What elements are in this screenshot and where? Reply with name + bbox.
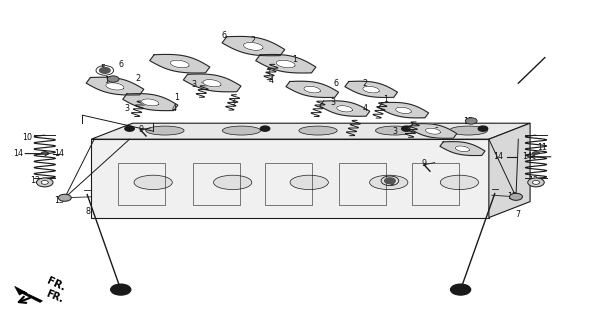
Text: 14: 14 xyxy=(522,152,532,161)
Polygon shape xyxy=(91,139,489,218)
Ellipse shape xyxy=(441,175,478,189)
Circle shape xyxy=(58,194,71,201)
Text: 11: 11 xyxy=(537,143,547,152)
Text: 6: 6 xyxy=(333,79,338,88)
Text: 9: 9 xyxy=(139,125,144,134)
Polygon shape xyxy=(396,107,411,114)
Text: 3: 3 xyxy=(192,80,197,89)
Polygon shape xyxy=(123,94,178,111)
Text: 1: 1 xyxy=(292,55,297,64)
Polygon shape xyxy=(320,101,370,116)
Text: 4: 4 xyxy=(269,76,273,84)
Circle shape xyxy=(260,126,270,131)
Polygon shape xyxy=(222,36,284,56)
Ellipse shape xyxy=(146,126,184,135)
Ellipse shape xyxy=(532,152,540,154)
Text: 2: 2 xyxy=(251,36,256,44)
Text: FR.: FR. xyxy=(45,276,67,293)
Circle shape xyxy=(107,76,119,82)
Polygon shape xyxy=(150,54,210,73)
Text: 4: 4 xyxy=(171,104,176,113)
Polygon shape xyxy=(489,123,530,218)
Polygon shape xyxy=(276,60,295,68)
Circle shape xyxy=(125,126,134,131)
Circle shape xyxy=(478,126,488,131)
Text: 14: 14 xyxy=(13,149,22,158)
Circle shape xyxy=(385,178,395,184)
Text: 4: 4 xyxy=(363,104,368,113)
Polygon shape xyxy=(425,128,441,134)
Text: 13: 13 xyxy=(508,192,517,201)
Text: 10: 10 xyxy=(22,133,32,142)
Circle shape xyxy=(41,180,48,184)
Polygon shape xyxy=(91,123,530,139)
Polygon shape xyxy=(141,99,159,106)
Polygon shape xyxy=(183,74,241,92)
Circle shape xyxy=(111,284,131,295)
Circle shape xyxy=(100,68,110,73)
Ellipse shape xyxy=(449,126,488,135)
Polygon shape xyxy=(203,80,221,87)
Ellipse shape xyxy=(134,175,173,189)
Ellipse shape xyxy=(370,175,408,189)
Text: 14: 14 xyxy=(54,149,64,158)
Circle shape xyxy=(465,118,477,124)
Ellipse shape xyxy=(213,175,252,189)
Text: 2: 2 xyxy=(363,79,368,88)
Text: 6: 6 xyxy=(434,127,438,136)
Polygon shape xyxy=(304,86,320,93)
Text: 12: 12 xyxy=(30,176,41,185)
Text: 9: 9 xyxy=(422,159,426,168)
Polygon shape xyxy=(440,142,485,156)
Text: 3: 3 xyxy=(230,98,235,107)
Ellipse shape xyxy=(223,126,260,135)
Text: 13: 13 xyxy=(54,196,64,204)
Text: 3: 3 xyxy=(266,69,270,78)
Text: 8: 8 xyxy=(86,207,91,216)
Polygon shape xyxy=(286,81,339,98)
Polygon shape xyxy=(256,54,316,73)
Polygon shape xyxy=(455,146,469,152)
Text: 3: 3 xyxy=(124,104,129,113)
Text: 12: 12 xyxy=(528,176,538,185)
Text: 1: 1 xyxy=(174,93,179,102)
Ellipse shape xyxy=(290,175,329,189)
Text: FR.: FR. xyxy=(44,289,65,305)
Ellipse shape xyxy=(376,126,413,135)
Text: 14: 14 xyxy=(493,152,502,161)
Circle shape xyxy=(402,126,411,131)
Text: 5: 5 xyxy=(389,178,394,187)
Circle shape xyxy=(37,178,53,187)
Circle shape xyxy=(528,178,544,187)
Text: 2: 2 xyxy=(136,74,141,83)
Circle shape xyxy=(451,284,471,295)
Polygon shape xyxy=(409,124,457,138)
Polygon shape xyxy=(243,43,263,50)
Text: 5: 5 xyxy=(101,64,105,73)
Polygon shape xyxy=(363,86,379,93)
Text: 15: 15 xyxy=(104,76,114,84)
Ellipse shape xyxy=(41,152,48,154)
Polygon shape xyxy=(170,60,189,68)
Text: 3: 3 xyxy=(392,127,397,136)
Polygon shape xyxy=(106,83,124,90)
Circle shape xyxy=(509,193,522,200)
Polygon shape xyxy=(337,106,352,112)
Polygon shape xyxy=(345,81,398,98)
Polygon shape xyxy=(86,77,144,95)
Text: 1: 1 xyxy=(383,95,388,104)
Polygon shape xyxy=(379,102,429,118)
Text: 3: 3 xyxy=(330,98,335,107)
Text: 6: 6 xyxy=(118,60,123,68)
Ellipse shape xyxy=(299,126,337,135)
Text: 7: 7 xyxy=(516,210,521,219)
Text: 15: 15 xyxy=(463,117,474,126)
Polygon shape xyxy=(15,286,42,302)
Circle shape xyxy=(532,180,540,184)
Text: 6: 6 xyxy=(221,31,226,40)
